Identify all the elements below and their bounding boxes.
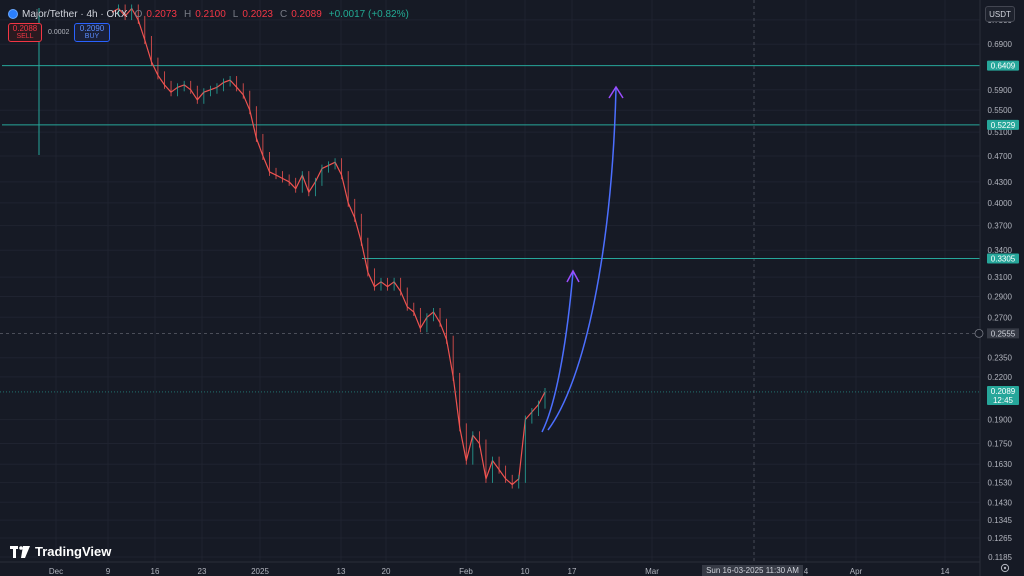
watermark-text: TradingView	[35, 544, 112, 559]
sell-button[interactable]: 0.2088 SELL	[8, 23, 42, 42]
x-tick-label: 4	[804, 567, 809, 576]
buy-label: BUY	[84, 33, 100, 40]
x-tick-label: 9	[106, 567, 111, 576]
low-value: 0.2023	[242, 8, 273, 20]
long-projection-arrow[interactable]	[547, 87, 617, 431]
high-value: 0.2100	[195, 8, 226, 20]
y-tick-label: 0.1530	[988, 479, 1013, 488]
y-tick-label: 0.5900	[988, 86, 1013, 95]
x-tick-label: 13	[337, 567, 346, 576]
x-tick-label: Mar	[645, 567, 659, 576]
plot-area[interactable]	[0, 0, 980, 562]
close-value: 0.2089	[291, 8, 322, 20]
sell-label: SELL	[16, 33, 34, 40]
y-tick-label: 0.2200	[988, 373, 1013, 382]
crosshair-price-tag	[987, 328, 1019, 339]
bar-countdown-label: 12:45	[993, 396, 1014, 405]
add-alert-icon[interactable]	[974, 328, 984, 338]
y-tick-label: 0.6900	[988, 40, 1013, 49]
level-price-tag	[987, 119, 1019, 130]
y-tick-label: 0.1900	[988, 416, 1013, 425]
grid	[0, 0, 980, 562]
x-tick-label: Apr	[850, 567, 863, 576]
y-tick-label: 0.2700	[988, 313, 1013, 322]
short-arrowhead	[566, 269, 580, 283]
long-arrowhead	[608, 85, 624, 99]
change-value: +0.0017 (+0.82%)	[328, 8, 409, 20]
x-tick-label: Dec	[49, 567, 63, 576]
y-tick-label: 0.2350	[988, 354, 1013, 363]
low-label: L	[232, 8, 239, 20]
x-tick-label: 23	[198, 567, 207, 576]
symbol-logo-icon	[8, 9, 18, 19]
y-tick-label: 0.1750	[988, 440, 1013, 449]
x-tick-label: 20	[382, 567, 391, 576]
x-tick-label: 2025	[251, 567, 269, 576]
chart-legend: Major/Tether · 4h · OKX O 0.2073 H 0.2100 …	[8, 6, 409, 22]
x-tick-label: 10	[521, 567, 530, 576]
y-tick-label: 0.1630	[988, 460, 1013, 469]
crosshair-price-label: 0.2555	[991, 329, 1016, 338]
x-tick-label: 16	[151, 567, 160, 576]
last-price-tag	[987, 385, 1019, 405]
level-price-label: 0.6409	[991, 62, 1016, 71]
price-series	[111, 4, 546, 489]
x-tick-label: 14	[941, 567, 950, 576]
symbol-title[interactable]: Major/Tether · 4h · OKX	[22, 8, 128, 20]
y-tick-label: 0.1185	[988, 553, 1012, 562]
tradingview-watermark: TradingView	[10, 544, 111, 559]
horizontal-levels[interactable]	[0, 65, 980, 393]
tradingview-logo-icon	[10, 545, 30, 558]
y-tick-label: 0.3700	[988, 222, 1013, 231]
last-price-label: 0.2089	[991, 387, 1016, 396]
spread-value: 0.0002	[48, 29, 70, 36]
y-tick-label: 0.2900	[988, 292, 1013, 301]
level-price-tag	[987, 253, 1019, 264]
open-value: 0.2073	[146, 8, 177, 20]
level-price-label: 0.3305	[991, 254, 1016, 263]
y-tick-label: 0.5500	[988, 106, 1013, 115]
y-tick-label: 0.4300	[988, 178, 1013, 187]
y-tick-label: 0.1430	[988, 498, 1013, 507]
y-tick-label: 0.1265	[988, 534, 1013, 543]
y-tick-label: 0.4000	[988, 199, 1013, 208]
buy-price: 0.2090	[79, 24, 105, 33]
x-tick-label: Feb	[459, 567, 473, 576]
time-axis[interactable]: Dec 9 16 23 2025 13 20 Feb 10 17 Mar 4 Apr 14	[49, 567, 950, 576]
y-tick-label: 0.3100	[988, 273, 1013, 282]
high-label: H	[183, 8, 192, 20]
close-label: C	[279, 8, 288, 20]
y-tick-label: 0.1345	[988, 516, 1013, 525]
sell-price: 0.2088	[12, 24, 38, 33]
y-tick-label: 0.5100	[988, 128, 1013, 137]
open-label: O	[134, 8, 143, 20]
price-axis[interactable]: 0.75000.69000.59000.55000.51000.47000.43…	[988, 16, 1013, 562]
buy-button[interactable]: 0.2090 BUY	[74, 23, 110, 42]
settings-icon[interactable]	[1000, 563, 1010, 573]
x-tick-label: 17	[568, 567, 577, 576]
crosshair-date-label: Sun 16-03-2025 11:30 AM	[702, 565, 803, 576]
short-projection-arrow[interactable]	[541, 271, 574, 433]
projection-arrows[interactable]	[541, 85, 624, 433]
level-price-tag	[987, 60, 1019, 71]
level-price-label: 0.5229	[991, 121, 1016, 130]
currency-button[interactable]: USDT	[985, 6, 1015, 22]
y-tick-label: 0.3400	[988, 246, 1013, 255]
y-tick-label: 0.4700	[988, 152, 1013, 161]
